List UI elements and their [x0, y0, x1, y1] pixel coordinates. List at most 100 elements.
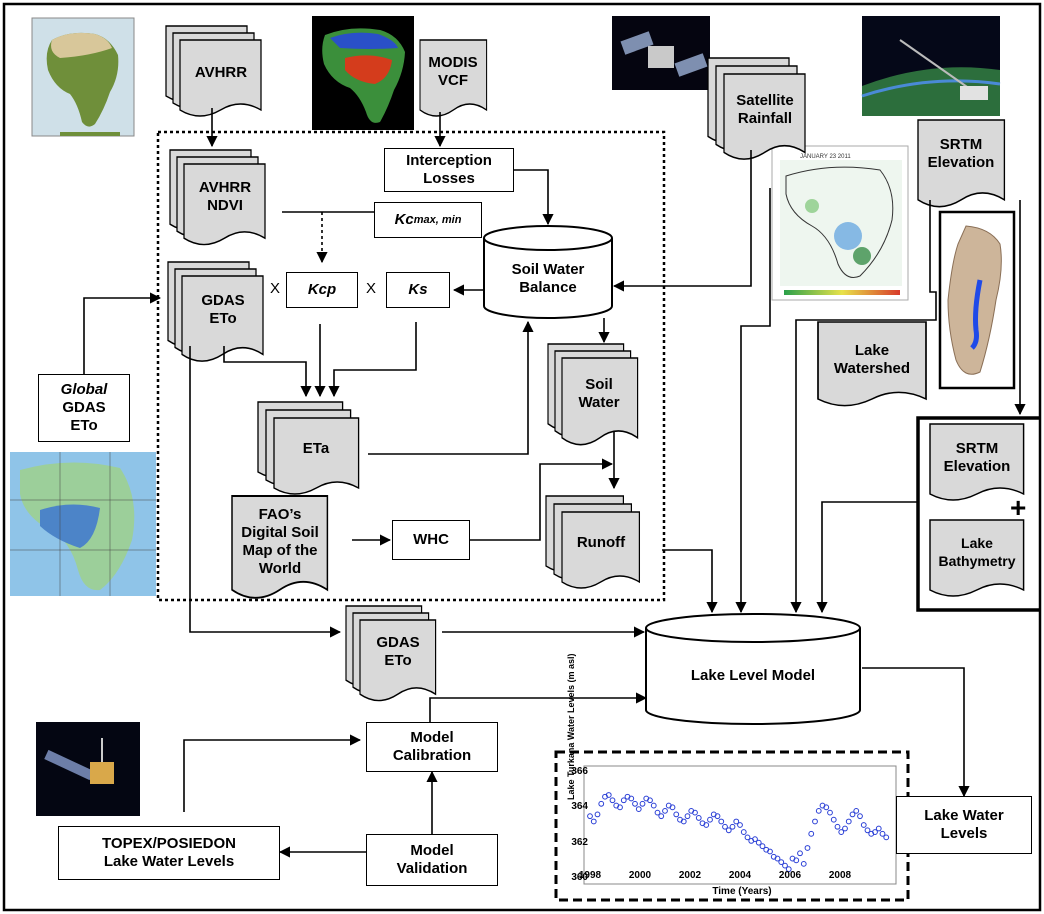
chart-point: [684, 813, 691, 820]
satellite-rainfall-label: Satellite Rainfall: [736, 92, 794, 127]
chart-point: [830, 816, 837, 823]
whc-box: WHC: [392, 520, 470, 560]
lake-level-model-cylinder: [645, 613, 861, 725]
chart-ytick: 360: [571, 872, 588, 883]
chart-point: [755, 839, 762, 846]
soil-water-label: Soil Water: [578, 376, 620, 411]
chart-point: [594, 811, 601, 818]
multiply-sign-2: X: [366, 280, 377, 297]
chart-point: [827, 809, 833, 816]
avhrr-ndvi-label: AVHRR NDVI: [198, 179, 252, 214]
chart-xtick: 1998: [578, 870, 602, 881]
eta-label: ETa: [302, 440, 330, 457]
srtm-elevation-label: SRTM Elevation: [927, 136, 995, 171]
chart-point: [714, 813, 721, 820]
chart-point: [725, 827, 732, 834]
chart-point: [752, 836, 758, 843]
modis-vcf-label: MODIS VCF: [428, 54, 478, 89]
soil-water-balance-cylinder: [483, 225, 613, 319]
chart-point: [605, 792, 612, 798]
chart-point: [587, 813, 593, 820]
kcp-box: Kcp: [286, 272, 358, 308]
topex-poseidon-box: TOPEX/POSIEDON Lake Water Levels: [58, 826, 280, 880]
chart-point: [673, 811, 680, 818]
gdas-global-map: [10, 452, 156, 596]
chart-point: [812, 818, 818, 825]
connectors: [83, 108, 1026, 858]
model-validation-box: Model Validation: [366, 834, 498, 886]
chart-point: [650, 802, 657, 809]
chart-point: [857, 813, 863, 820]
chart-point: [853, 807, 860, 814]
chart-point: [883, 834, 890, 841]
chart-point: [598, 800, 605, 807]
chart-xtick: 2006: [778, 870, 802, 881]
chart-point: [860, 822, 867, 828]
rainfall-map-image: [771, 145, 909, 301]
chart-point: [785, 866, 792, 873]
chart-point: [632, 800, 638, 807]
chart-point: [590, 818, 597, 825]
chart-point: [872, 829, 878, 835]
chart-points: [587, 792, 890, 873]
chart-xtick: 2002: [678, 870, 702, 881]
lake-level-chart: [583, 765, 897, 885]
chart-point: [740, 829, 747, 835]
chart-ytick: 364: [571, 801, 588, 813]
chart-point: [774, 855, 781, 862]
chart-point: [707, 816, 713, 823]
modis-vcf-map: [312, 16, 414, 130]
chart-point: [838, 829, 845, 835]
lake-bathymetry-label: Lake Bathymetry: [938, 535, 1016, 569]
chart-xtick: 2004: [728, 870, 752, 881]
avhrr-label: AVHRR: [194, 64, 248, 81]
chart-point: [737, 822, 743, 828]
chart-point: [658, 813, 665, 820]
chart-point: [647, 797, 653, 804]
chart-point: [759, 843, 766, 850]
chart-xlabel: Time (Years): [712, 886, 772, 897]
ks-box: Ks: [386, 272, 450, 308]
chart-point: [718, 818, 725, 825]
chart-point: [680, 818, 687, 825]
chart-point: [703, 822, 710, 828]
chart-point: [845, 818, 852, 825]
chart-point: [767, 848, 773, 855]
chart-point: [635, 806, 642, 812]
model-calibration-box: Model Calibration: [366, 722, 498, 772]
chart-point: [609, 797, 616, 804]
chart-point: [782, 862, 788, 869]
chart-point: [793, 857, 800, 864]
chart-point: [639, 800, 646, 807]
runoff-label: Runoff: [576, 534, 626, 551]
lake-watershed-label: Lake Watershed: [833, 342, 911, 377]
chart-xtick: 2000: [628, 870, 652, 881]
watershed-map-image: [938, 210, 1016, 390]
plus-sign: +: [1010, 492, 1027, 523]
chart-point: [879, 830, 886, 837]
lake-level-model-label: Lake Level Model: [690, 667, 816, 684]
fao-soil-map-label: FAO’s Digital Soil Map of the World: [241, 506, 319, 577]
gdas-eto-label: GDAS ETo: [201, 292, 245, 327]
interception-losses-box: Interception Losses: [384, 148, 514, 192]
chart-point: [875, 825, 882, 832]
chart-point: [729, 823, 736, 830]
chart-point: [695, 815, 702, 821]
topex-satellite-image: [36, 722, 140, 816]
rainfall-map-date: JANUARY 23 2011: [800, 154, 851, 160]
chart-point: [842, 825, 848, 832]
rainfall-satellite-image: [612, 16, 710, 90]
soil-water-balance-label: Soil Water Balance: [511, 261, 585, 296]
chart-point: [669, 804, 676, 811]
chart-point: [808, 830, 815, 837]
chart-point: [662, 807, 668, 814]
chart-point: [620, 797, 627, 804]
chart-point: [849, 811, 856, 818]
chart-point: [815, 807, 822, 814]
soil-water-model-boundary: [156, 130, 666, 602]
chart-point: [778, 859, 785, 865]
chart-point: [823, 804, 830, 811]
chart-point: [864, 827, 871, 834]
